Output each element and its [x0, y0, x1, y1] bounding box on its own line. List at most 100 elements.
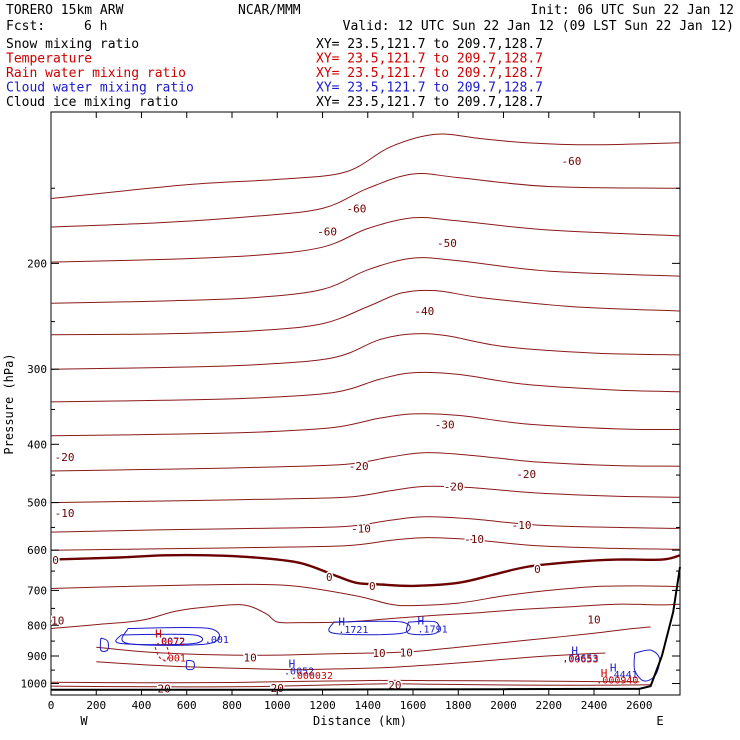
legend-label: Rain water mixing ratio [6, 66, 186, 81]
y-tick-label: 400 [27, 438, 47, 451]
axes-layer: 0 200 400 600 800 1000 1200 1400 1600 1800 2000 220… [21, 112, 680, 712]
temperature-label: 0 [326, 571, 333, 584]
legend-xy: XY= 23.5,121.7 to 209.7,128.7 [316, 81, 543, 96]
x-tick-label: 1400 [355, 699, 382, 712]
header-fcst-value: 6 h [84, 19, 107, 34]
max-value-label: .0072 [155, 637, 185, 648]
temperature-contour [96, 626, 651, 656]
x-tick-label: 600 [177, 699, 197, 712]
terrain-line [51, 566, 681, 691]
temperature-contour [50, 289, 681, 336]
y-tick-label: 600 [27, 544, 47, 557]
legend: Snow mixing ratio XY= 23.5,121.7 to 209.7… [6, 37, 543, 110]
header-model: TORERO 15km ARW [6, 3, 124, 18]
plot-frame [50, 111, 681, 696]
temperature-contour [50, 133, 681, 199]
max-marker: H [601, 667, 608, 680]
x-axis-west-label: W [80, 714, 88, 728]
y-tick-label: 1000 [21, 678, 48, 691]
temperature-label: -10 [464, 533, 484, 546]
x-tick-label: 2400 [581, 699, 608, 712]
max-value-label: .000032 [291, 671, 333, 682]
max-marker: H [338, 615, 345, 628]
max-marker: H [571, 645, 578, 658]
max-value-label: .1721 [338, 625, 368, 636]
temperature-contour [50, 583, 681, 607]
y-tick-label: 300 [27, 363, 47, 376]
temperature-label: -20 [516, 468, 536, 481]
max-value-label: .04653 [562, 654, 598, 665]
temperature-contour [50, 371, 681, 403]
legend-xy: XY= 23.5,121.7 to 209.7,128.7 [316, 66, 543, 81]
x-axis-label: Distance (km) [313, 714, 407, 728]
temperature-contour [50, 257, 681, 304]
temperature-label: 10 [400, 647, 413, 660]
x-tick-label: 200 [86, 699, 106, 712]
temperature-label: -20 [444, 480, 464, 493]
max-value-label: .0072 [155, 636, 185, 647]
temperature-contour [50, 173, 681, 228]
max-marker: H [610, 661, 617, 674]
max-value-label: .00653 [562, 654, 598, 665]
legend-xy: XY= 23.5,121.7 to 209.7,128.7 [316, 95, 543, 110]
temperature-label: -50 [437, 237, 457, 250]
contour-layer: -60 -60 -60 -50 -40 -30 -20 -20 -20 -20 -10 -10 -10 -… [50, 133, 681, 697]
temperature-contour [50, 333, 681, 370]
temperature-label: -10 [351, 522, 371, 535]
temperature-label: -60 [347, 202, 367, 215]
temperature-label: 0 [369, 580, 376, 593]
temperature-contour [96, 652, 606, 671]
y-tick-label: 500 [27, 497, 47, 510]
header-fcst-label: Fcst: [6, 19, 45, 34]
cloud-water-contour [99, 637, 109, 652]
cloud-water-contour [328, 620, 411, 636]
cloud-water-contour [115, 633, 204, 646]
temperature-contour [50, 679, 640, 684]
temperature-contour [50, 452, 681, 472]
x-tick-label: 800 [222, 699, 242, 712]
temperature-contour [50, 516, 681, 533]
y-tick-label: 200 [27, 257, 47, 270]
x-tick-label: 1200 [309, 699, 336, 712]
cloud-water-contour [121, 626, 221, 646]
max-value-label: .001 [162, 653, 186, 664]
temperature-label: -60 [317, 225, 337, 238]
temperature-label: -60 [561, 155, 581, 168]
temperature-contour [50, 553, 681, 588]
y-axis-label: Pressure (hPa) [2, 353, 16, 454]
legend-label: Cloud water mixing ratio [6, 81, 194, 96]
max-marker: H [155, 627, 162, 640]
legend-label: Snow mixing ratio [6, 37, 139, 52]
plot-header: TORERO 15km ARW NCAR/MMM Init: 06 UTC Su… [6, 3, 734, 34]
temperature-contour [50, 603, 681, 629]
x-tick-label: 2000 [490, 699, 517, 712]
max-marker: H [418, 614, 425, 627]
x-tick-label: 2200 [536, 699, 563, 712]
temperature-label: -20 [349, 460, 369, 473]
temperature-contour [50, 216, 681, 263]
x-tick-label: 1800 [445, 699, 472, 712]
temperature-label: -30 [435, 419, 455, 432]
y-tick-label: 700 [27, 584, 47, 597]
temperature-label: -40 [414, 305, 434, 318]
max-value-label: .1791 [418, 625, 448, 636]
legend-label: Cloud ice mixing ratio [6, 95, 178, 110]
x-axis-east-label: E [656, 714, 663, 728]
temperature-label: -10 [512, 519, 532, 532]
max-value-label: .000940 [596, 676, 638, 687]
header-org: NCAR/MMM [238, 3, 301, 18]
x-tick-label: 0 [48, 699, 55, 712]
y-tick-label: 800 [27, 619, 47, 632]
header-valid: Valid: 12 UTC Sun 22 Jan 12 (09 LST Sun … [343, 19, 734, 34]
x-tick-label: 400 [132, 699, 152, 712]
temperature-label: -20 [55, 451, 75, 464]
max-value-label: .001 [205, 635, 229, 646]
cloud-water-contour [406, 620, 440, 636]
x-tick-label: 1600 [400, 699, 427, 712]
max-marker: H [289, 657, 296, 670]
temperature-label: 10 [587, 614, 600, 627]
temperature-contour [50, 413, 681, 437]
x-tick-label: 1000 [264, 699, 291, 712]
header-init: Init: 06 UTC Sun 22 Jan 12 [531, 3, 735, 18]
